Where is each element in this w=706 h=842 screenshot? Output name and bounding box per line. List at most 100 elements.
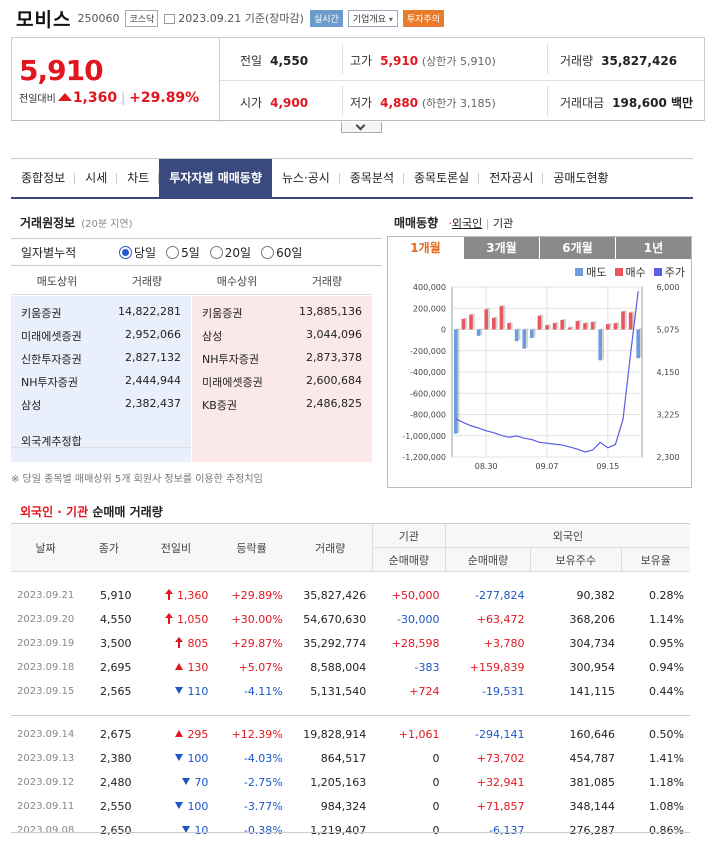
period-tab-1m[interactable]: 1개월 xyxy=(388,237,463,259)
sell-top-header: 매도상위 xyxy=(36,275,78,288)
down-triangle-icon xyxy=(182,825,191,833)
bar xyxy=(583,323,587,330)
list-item: 삼성 2,382,437 xyxy=(21,397,181,412)
change-label: 전일대비 xyxy=(19,94,56,105)
tab-short-selling[interactable]: 공매도현황 xyxy=(553,171,609,185)
y-left-tick-label: -600,000 xyxy=(410,389,446,398)
up-triangle-icon xyxy=(175,663,184,670)
row-frgn-hold: 368,206 xyxy=(569,613,616,626)
row-inst-net: +50,000 xyxy=(391,589,440,602)
row-close: 2,550 xyxy=(100,799,132,813)
col-foreign: 외국인 xyxy=(444,523,690,548)
row-inst-net: 0 xyxy=(432,799,440,813)
row-volume: 1,219,407 xyxy=(310,823,367,837)
accum-label: 일자별누적 xyxy=(21,245,77,260)
radio-today[interactable]: 당일 xyxy=(119,244,156,261)
row-date: 2023.09.08 xyxy=(17,824,75,836)
bar xyxy=(621,311,625,330)
chart-legend: 매도 매수 주가 xyxy=(575,264,685,280)
row-date: 2023.09.21 xyxy=(17,590,75,601)
row-inst-net: 0 xyxy=(432,751,440,765)
net-trade-table: 날짜 종가 전일비 등락률 거래량 기관 외국인 순매매량 순매매량 보유주수 … xyxy=(11,523,690,842)
table-row: 2023.09.15 2,565 110 -4.11% 5,131,540 +724 -19… xyxy=(11,680,690,704)
list-item: 미래에셋증권 2,952,066 xyxy=(21,328,181,343)
row-inst-net: +28,598 xyxy=(391,637,440,650)
row-date: 2023.09.20 xyxy=(17,614,75,625)
tab-quotes[interactable]: 시세 xyxy=(75,159,118,197)
row-volume: 984,324 xyxy=(320,799,367,813)
row-frgn-net: -6,137 xyxy=(489,823,525,837)
y-right-tick-label: 2,300 xyxy=(657,453,680,462)
row-rate: -4.11% xyxy=(243,685,283,698)
bar xyxy=(590,322,595,330)
radio-5day[interactable]: 5일 xyxy=(166,244,200,261)
upper-limit-arrow-icon xyxy=(57,93,72,101)
link-institution[interactable]: 기관 xyxy=(492,217,514,230)
bar xyxy=(545,325,549,330)
volume: 거래량 35,827,426 xyxy=(560,54,678,68)
y-left-tick-label: 0 xyxy=(441,326,446,335)
open-price: 시가 4,900 xyxy=(240,96,309,110)
row-frgn-net: +73,702 xyxy=(476,751,525,765)
delay-note: (20분 지연) xyxy=(81,219,133,230)
col-volume: 거래량 xyxy=(288,523,373,572)
y-left-tick-label: -400,000 xyxy=(410,368,446,377)
row-close: 5,910 xyxy=(100,589,132,602)
tab-analysis[interactable]: 종목분석 xyxy=(340,159,405,197)
table-row: 2023.09.13 2,380 100 -4.03% 864,517 0 +73,702 4… xyxy=(11,746,690,770)
period-tab-1y[interactable]: 1년 xyxy=(615,237,691,259)
y-right-tick-label: 4,150 xyxy=(657,368,680,377)
row-diff: 100 xyxy=(138,746,215,770)
row-close: 2,695 xyxy=(100,661,132,674)
col-institution: 기관 xyxy=(371,523,446,548)
row-frgn-hold: 454,787 xyxy=(569,751,616,765)
upper-limit-icon xyxy=(164,613,173,624)
col-frgn-ratio: 보유율 xyxy=(620,547,690,572)
expand-toggle-button[interactable] xyxy=(341,120,382,133)
tab-news[interactable]: 뉴스·공시 xyxy=(272,159,340,197)
row-date: 2023.09.15 xyxy=(17,686,75,697)
x-tick-label: 08.30 xyxy=(475,462,498,471)
list-item: 미래에셋증권 2,600,684 xyxy=(202,374,362,389)
stock-code: 250060 xyxy=(77,11,120,25)
link-foreign[interactable]: 외국인 xyxy=(451,217,483,230)
row-frgn-hold: 300,954 xyxy=(569,661,616,674)
chevron-down-icon: ▾ xyxy=(388,14,393,24)
period-tab-3m[interactable]: 3개월 xyxy=(463,237,539,259)
bar-shadow xyxy=(630,311,635,329)
tab-discussion[interactable]: 종목토론실 xyxy=(404,159,480,197)
period-tab-6m[interactable]: 6개월 xyxy=(539,237,615,259)
tab-summary[interactable]: 종합정보 xyxy=(11,159,76,197)
y-left-tick-label: -200,000 xyxy=(410,347,446,356)
bar xyxy=(560,319,564,330)
broker-footnote: ※ 당일 종목별 매매상위 5개 회원사 정보를 이용한 추정치임 xyxy=(11,474,263,485)
row-volume: 1,205,163 xyxy=(310,775,367,789)
tab-chart[interactable]: 차트 xyxy=(117,159,160,197)
table-row: 2023.09.08 2,650 10 -0.38% 1,219,407 0 -6,137 2… xyxy=(11,818,690,842)
bar-shadow xyxy=(532,328,536,337)
bar-shadow xyxy=(592,321,597,329)
radio-20day[interactable]: 20일 xyxy=(209,244,251,261)
tab-investor-trend[interactable]: 투자자별 매매동향 xyxy=(159,159,272,197)
row-frgn-net: +32,941 xyxy=(476,775,525,789)
radio-60day[interactable]: 60일 xyxy=(261,244,302,261)
row-date: 2023.09.11 xyxy=(17,800,75,812)
bar xyxy=(537,315,542,330)
row-frgn-ratio: 0.86% xyxy=(649,823,684,837)
tab-disclosure[interactable]: 전자공시 xyxy=(479,159,544,197)
row-close: 3,500 xyxy=(100,637,132,650)
y-right-tick-label: 3,225 xyxy=(657,411,680,420)
buy-top-header: 매수상위 xyxy=(216,275,258,288)
bar-shadow xyxy=(463,317,468,329)
bar xyxy=(552,323,557,330)
row-frgn-hold: 381,085 xyxy=(569,775,616,789)
company-overview-button[interactable]: 기업개요 ▾ xyxy=(347,9,398,27)
trade-amount: 거래대금 198,600 백만 xyxy=(560,96,694,110)
bar-shadow xyxy=(577,320,582,329)
row-diff: 805 xyxy=(138,632,215,656)
list-item: 신한투자증권 2,827,132 xyxy=(21,351,181,366)
bar xyxy=(636,329,640,359)
row-volume: 864,517 xyxy=(320,751,367,765)
realtime-button[interactable]: 실시간 xyxy=(309,9,343,27)
accumulation-selector: 일자별누적 당일 5일 20일 60일 xyxy=(11,238,382,266)
